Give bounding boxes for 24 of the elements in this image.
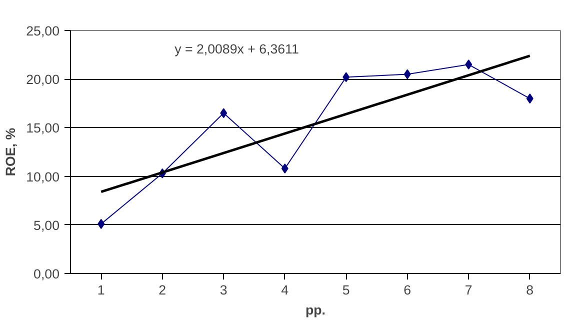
- x-tick-label: 3: [220, 282, 228, 298]
- y-tick-label: 5,00: [34, 218, 60, 233]
- point: [342, 72, 350, 82]
- x-tick-label: 7: [464, 282, 472, 298]
- x-tick-label: 1: [97, 282, 105, 298]
- x-tick-label: 2: [158, 282, 166, 298]
- point: [281, 164, 288, 174]
- point: [404, 69, 411, 80]
- y-tick-label: 10,00: [26, 169, 60, 184]
- annotation: y = 2,0089x + 6,3611: [174, 42, 299, 57]
- y-tick-label: 20,00: [26, 72, 60, 88]
- x-tick-label: 5: [342, 282, 350, 298]
- x-tick-label: 8: [526, 282, 534, 298]
- point: [465, 60, 472, 70]
- y-axis-title: ROE, %: [3, 128, 18, 176]
- y-tick-label: 0,00: [34, 266, 60, 282]
- x-tick-label: 4: [281, 282, 290, 298]
- y-tick-label: 25,00: [26, 24, 60, 38]
- point: [526, 94, 534, 104]
- y-tick-label: 15,00: [26, 120, 60, 136]
- point: [98, 218, 105, 229]
- x-axis-title: pp.: [306, 302, 326, 318]
- point: [220, 108, 228, 118]
- x-tick-label: 6: [404, 282, 412, 298]
